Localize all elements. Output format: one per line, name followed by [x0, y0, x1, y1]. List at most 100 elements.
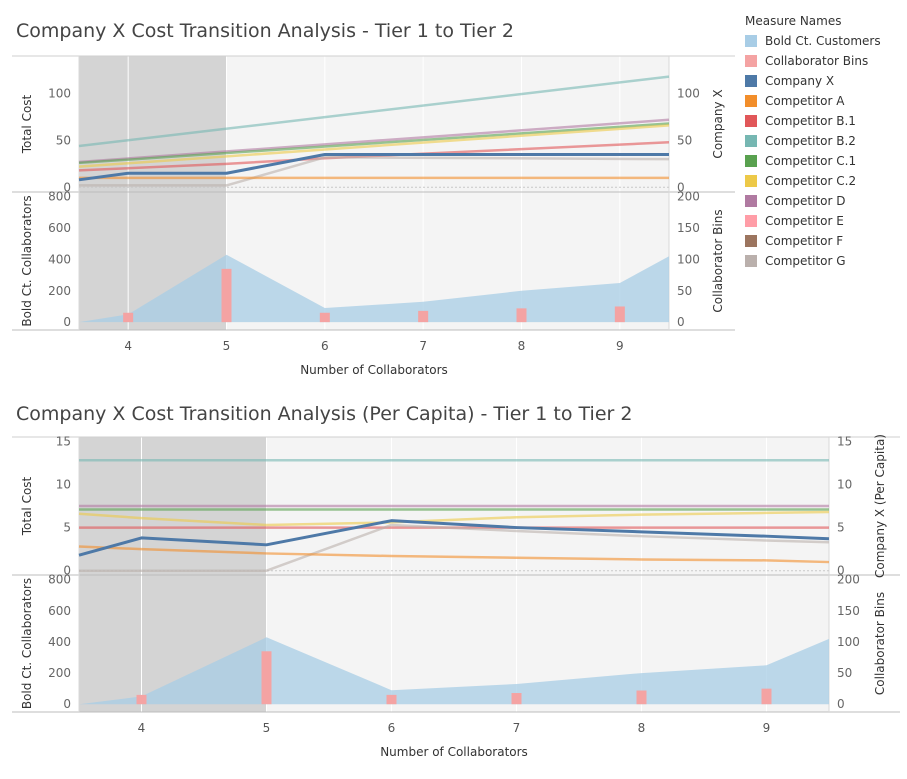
legend-label: Company X [765, 74, 835, 88]
y-tick-label-right: 200 [837, 573, 860, 587]
series-line [78, 519, 830, 557]
bar-collaborator-bins [636, 690, 647, 705]
y-tick-label-right: 100 [677, 87, 700, 101]
series-line [78, 545, 830, 564]
y-tick-label-right: 150 [677, 221, 700, 235]
legend-item[interactable]: Competitor B.2 [745, 131, 881, 151]
y-tick-label-right: 5 [837, 521, 845, 535]
series-line [78, 510, 830, 527]
legend-swatch [745, 155, 757, 167]
legend[interactable]: Measure Names Bold Ct. Customers Collabor… [745, 14, 881, 271]
series-line [79, 523, 830, 572]
y-tick-label-left: 10 [56, 477, 71, 491]
x-axis-title: Number of Collaborators [380, 745, 528, 759]
legend-swatch [745, 215, 757, 227]
y-tick-label-left: 0 [63, 315, 71, 329]
x-axis-title: Number of Collaborators [300, 363, 448, 377]
series-line [78, 124, 670, 168]
bar-collaborator-bins [614, 306, 625, 323]
y-axis-title-right: Company X [711, 89, 725, 158]
legend-label: Competitor E [765, 214, 844, 228]
x-tick-label: 9 [763, 721, 771, 735]
y-tick-label-right: 100 [677, 252, 700, 266]
x-tick-label: 4 [138, 721, 146, 735]
legend-item[interactable]: Collaborator Bins [745, 51, 881, 71]
series-line [78, 141, 670, 172]
legend-label: Competitor B.1 [765, 114, 856, 128]
y-tick-label-right: 100 [837, 635, 860, 649]
legend-swatch [745, 255, 757, 267]
x-tick-label: 7 [513, 721, 521, 735]
y-axis-title-left: Bold Ct. Collaborators [20, 195, 34, 326]
bar-collaborator-bins [511, 693, 522, 705]
y-axis-title-right: Collaborator Bins [873, 592, 887, 695]
y-axis-title-right: Company X (Per Capita) [873, 434, 887, 578]
legend-label: Competitor G [765, 254, 846, 268]
bar-collaborator-bins [761, 688, 772, 705]
legend-item[interactable]: Competitor A [745, 91, 881, 111]
chart-title-per-capita: Company X Cost Transition Analysis (Per … [16, 403, 633, 425]
x-tick-label: 8 [518, 339, 526, 353]
bar-collaborator-bins [221, 268, 232, 323]
legend-item[interactable]: Bold Ct. Customers [745, 31, 881, 51]
y-tick-label-left: 0 [63, 564, 71, 578]
y-axis-title-left: Bold Ct. Collaborators [20, 578, 34, 709]
legend-item[interactable]: Competitor B.1 [745, 111, 881, 131]
legend-swatch [745, 235, 757, 247]
legend-swatch [745, 135, 757, 147]
legend-item[interactable]: Competitor F [745, 231, 881, 251]
y-tick-label-left: 600 [48, 221, 71, 235]
legend-swatch [745, 55, 757, 67]
bar-collaborator-bins [418, 310, 429, 323]
y-tick-label-left: 15 [56, 434, 71, 448]
legend-label: Competitor B.2 [765, 134, 856, 148]
x-tick-label: 6 [388, 721, 396, 735]
y-axis-title-left: Total Cost [20, 94, 34, 154]
legend-swatch [745, 75, 757, 87]
legend-swatch [745, 95, 757, 107]
legend-label: Collaborator Bins [765, 54, 869, 68]
legend-item[interactable]: Competitor C.1 [745, 151, 881, 171]
y-tick-label-left: 200 [48, 666, 71, 680]
series-line [79, 156, 670, 187]
y-tick-label-right: 150 [837, 604, 860, 618]
bar-collaborator-bins [319, 312, 330, 323]
y-axis-title-right: Collaborator Bins [711, 209, 725, 312]
legend-label: Competitor D [765, 194, 846, 208]
legend-items: Bold Ct. Customers Collaborator Bins Compa… [745, 31, 881, 271]
x-tick-label: 5 [263, 721, 271, 735]
x-tick-label: 7 [419, 339, 427, 353]
y-tick-label-left: 600 [48, 604, 71, 618]
y-tick-label-left: 200 [48, 284, 71, 298]
legend-swatch [745, 175, 757, 187]
legend-item[interactable]: Competitor E [745, 211, 881, 231]
legend-swatch [745, 35, 757, 47]
legend-item[interactable]: Competitor D [745, 191, 881, 211]
x-tick-label: 4 [124, 339, 132, 353]
legend-swatch [745, 195, 757, 207]
y-tick-label-right: 200 [677, 190, 700, 204]
y-tick-label-right: 10 [837, 477, 852, 491]
y-tick-label-right: 50 [837, 666, 852, 680]
series-line [78, 122, 670, 165]
legend-label: Competitor F [765, 234, 844, 248]
bar-collaborator-bins [386, 694, 397, 705]
legend-item[interactable]: Competitor C.2 [745, 171, 881, 191]
y-tick-label-left: 800 [48, 190, 71, 204]
bar-collaborator-bins [261, 651, 272, 705]
legend-label: Competitor C.1 [765, 154, 857, 168]
x-tick-label: 6 [321, 339, 329, 353]
legend-swatch [745, 115, 757, 127]
y-tick-label-right: 50 [677, 133, 692, 147]
y-axis-title-left: Total Cost [20, 476, 34, 536]
legend-item[interactable]: Company X [745, 71, 881, 91]
legend-title: Measure Names [745, 14, 842, 28]
bar-collaborator-bins [123, 312, 134, 323]
x-tick-label: 8 [638, 721, 646, 735]
series-line [78, 152, 669, 182]
legend-item[interactable]: Competitor G [745, 251, 881, 271]
x-tick-label: 9 [616, 339, 624, 353]
